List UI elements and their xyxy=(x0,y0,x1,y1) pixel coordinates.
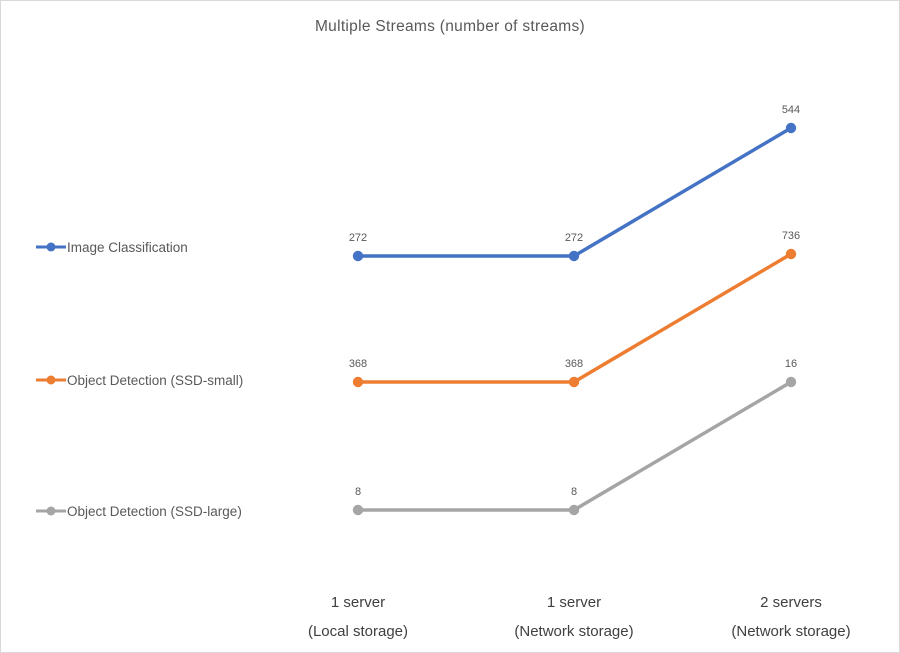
legend-line-marker-icon xyxy=(36,242,66,252)
data-label: 736 xyxy=(781,230,801,242)
x-axis-category-label: 1 server (Network storage) xyxy=(514,594,634,640)
data-label: 272 xyxy=(564,232,584,244)
data-label: 368 xyxy=(564,358,584,370)
data-point-marker xyxy=(785,122,797,134)
data-label: 8 xyxy=(354,486,362,498)
legend-line-marker-icon xyxy=(36,506,66,516)
data-point-marker xyxy=(568,250,580,262)
x-axis-category-label: 1 server (Local storage) xyxy=(307,594,409,640)
data-label: 8 xyxy=(570,486,578,498)
legend-label: Image Classification xyxy=(67,239,188,255)
chart-title: Multiple Streams (number of streams) xyxy=(314,18,586,35)
data-point-marker xyxy=(568,376,580,388)
data-label: 368 xyxy=(348,358,368,370)
data-point-marker xyxy=(352,250,364,262)
legend-item-2: Object Detection (SSD-large) xyxy=(35,501,242,521)
data-point-marker xyxy=(568,504,580,516)
legend-item-0: Image Classification xyxy=(35,237,188,257)
legend-label: Object Detection (SSD-small) xyxy=(67,372,244,388)
data-label: 272 xyxy=(348,232,368,244)
data-point-marker xyxy=(352,376,364,388)
x-axis-category-label: 2 servers (Network storage) xyxy=(731,594,851,640)
data-label: 16 xyxy=(784,358,798,370)
data-label: 544 xyxy=(781,104,801,116)
data-point-marker xyxy=(352,504,364,516)
data-point-marker xyxy=(785,376,797,388)
legend-line-marker-icon xyxy=(36,375,66,385)
legend-label: Object Detection (SSD-large) xyxy=(67,503,242,519)
data-point-marker xyxy=(785,248,797,260)
legend-item-1: Object Detection (SSD-small) xyxy=(35,370,243,390)
